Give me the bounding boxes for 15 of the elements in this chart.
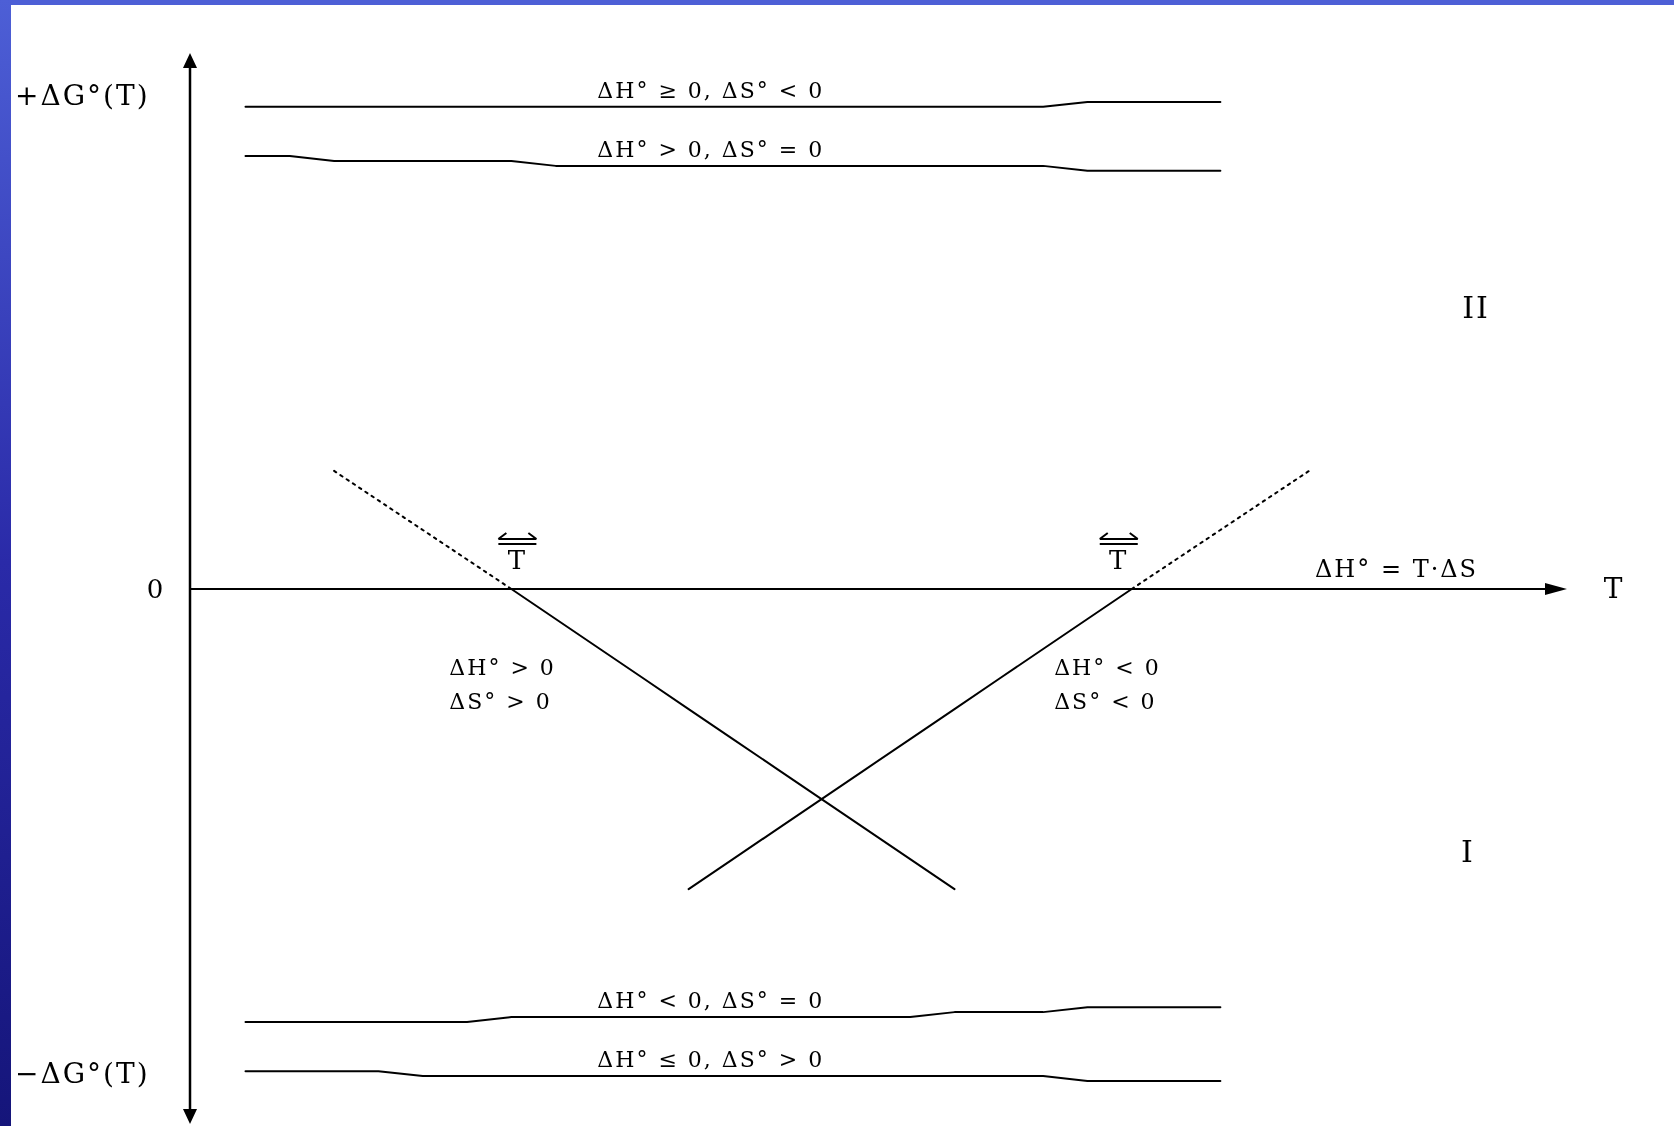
series-label: ΔH° > 0, ΔS° = 0 xyxy=(597,136,825,162)
series-label: ΔH° ≤ 0, ΔS° > 0 xyxy=(597,1047,825,1073)
text: I xyxy=(1461,834,1475,869)
text: II xyxy=(1462,290,1490,325)
text: 0 xyxy=(146,574,166,604)
series-label: ΔH° > 0 ΔS° > 0 xyxy=(449,655,556,714)
series-label: ΔH° ≥ 0, ΔS° < 0 xyxy=(597,77,825,103)
annotation: T xyxy=(1109,545,1129,575)
y-axis-title: +ΔG°(T) xyxy=(15,79,150,112)
annotation: ΔH° = T·ΔS xyxy=(1315,555,1479,583)
text: T xyxy=(1603,572,1625,605)
text: −ΔG°(T) xyxy=(15,1057,150,1090)
annotation: T xyxy=(507,545,528,575)
series-label: ΔH° < 0 ΔS° < 0 xyxy=(1054,655,1161,714)
series-label: ΔH° < 0, ΔS° = 0 xyxy=(597,988,825,1014)
